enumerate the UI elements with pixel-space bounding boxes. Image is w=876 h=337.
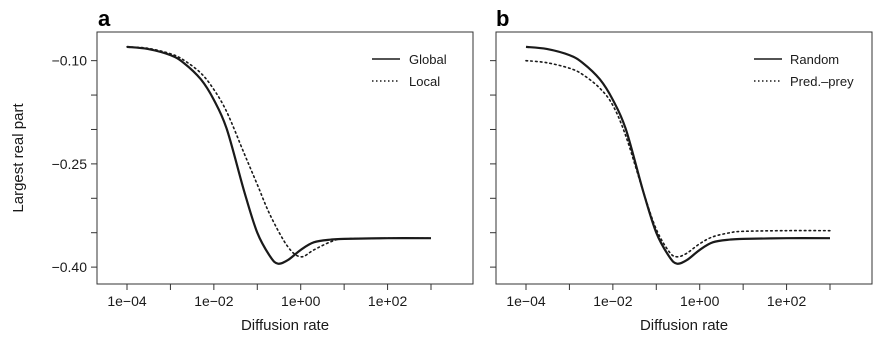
x-tick-label: 1e−02	[593, 293, 633, 309]
series-line-random	[525, 45, 831, 265]
x-tick-label: 1e+00	[680, 293, 720, 309]
legend-label-local: Local	[409, 74, 440, 89]
panel-b-series	[525, 45, 831, 265]
panel-b-x-axis-title: Diffusion rate	[640, 317, 728, 334]
series-line-pred-prey	[525, 59, 831, 258]
panel-b-frame	[495, 31, 873, 285]
panel-a: a −0.10 −0.25 −0.40 1e−04 1e−02 1e+00 1e+02 D…	[10, 6, 474, 334]
x-tick-label: 1e−04	[506, 293, 546, 309]
y-axis-title: Largest real part	[10, 103, 27, 213]
panel-b-x-ticks: 1e−04 1e−02 1e+00 1e+02	[506, 284, 831, 309]
x-tick-label: 1e+02	[767, 293, 807, 309]
panel-a-letter: a	[98, 6, 111, 31]
legend-label-pred-prey: Pred.–prey	[790, 74, 854, 89]
x-tick-label: 1e−02	[194, 293, 234, 309]
panel-a-y-ticks: −0.10 −0.25 −0.40	[52, 53, 97, 275]
y-tick-label: −0.40	[52, 259, 88, 275]
legend-label-global: Global	[409, 52, 447, 67]
panel-b-letter: b	[496, 6, 509, 31]
panel-a-frame	[96, 31, 474, 285]
y-tick-label: −0.10	[52, 53, 88, 69]
panel-a-series	[126, 45, 432, 265]
series-line-local	[126, 46, 432, 258]
panel-a-x-axis-title: Diffusion rate	[241, 317, 329, 334]
panel-a-x-ticks: 1e−04 1e−02 1e+00 1e+02	[107, 284, 432, 309]
x-tick-label: 1e−04	[107, 293, 147, 309]
panel-a-legend: Global Local	[372, 52, 447, 89]
x-tick-label: 1e+02	[368, 293, 408, 309]
panel-b-y-ticks	[490, 60, 496, 268]
series-line-global	[126, 45, 432, 265]
panel-b: b 1e−04 1e−02 1e+00 1e+02 Diffusion rate Ra…	[490, 6, 873, 334]
panel-b-legend: Random Pred.–prey	[754, 52, 854, 89]
y-tick-label: −0.25	[52, 156, 88, 172]
legend-label-random: Random	[790, 52, 839, 67]
x-tick-label: 1e+00	[281, 293, 321, 309]
